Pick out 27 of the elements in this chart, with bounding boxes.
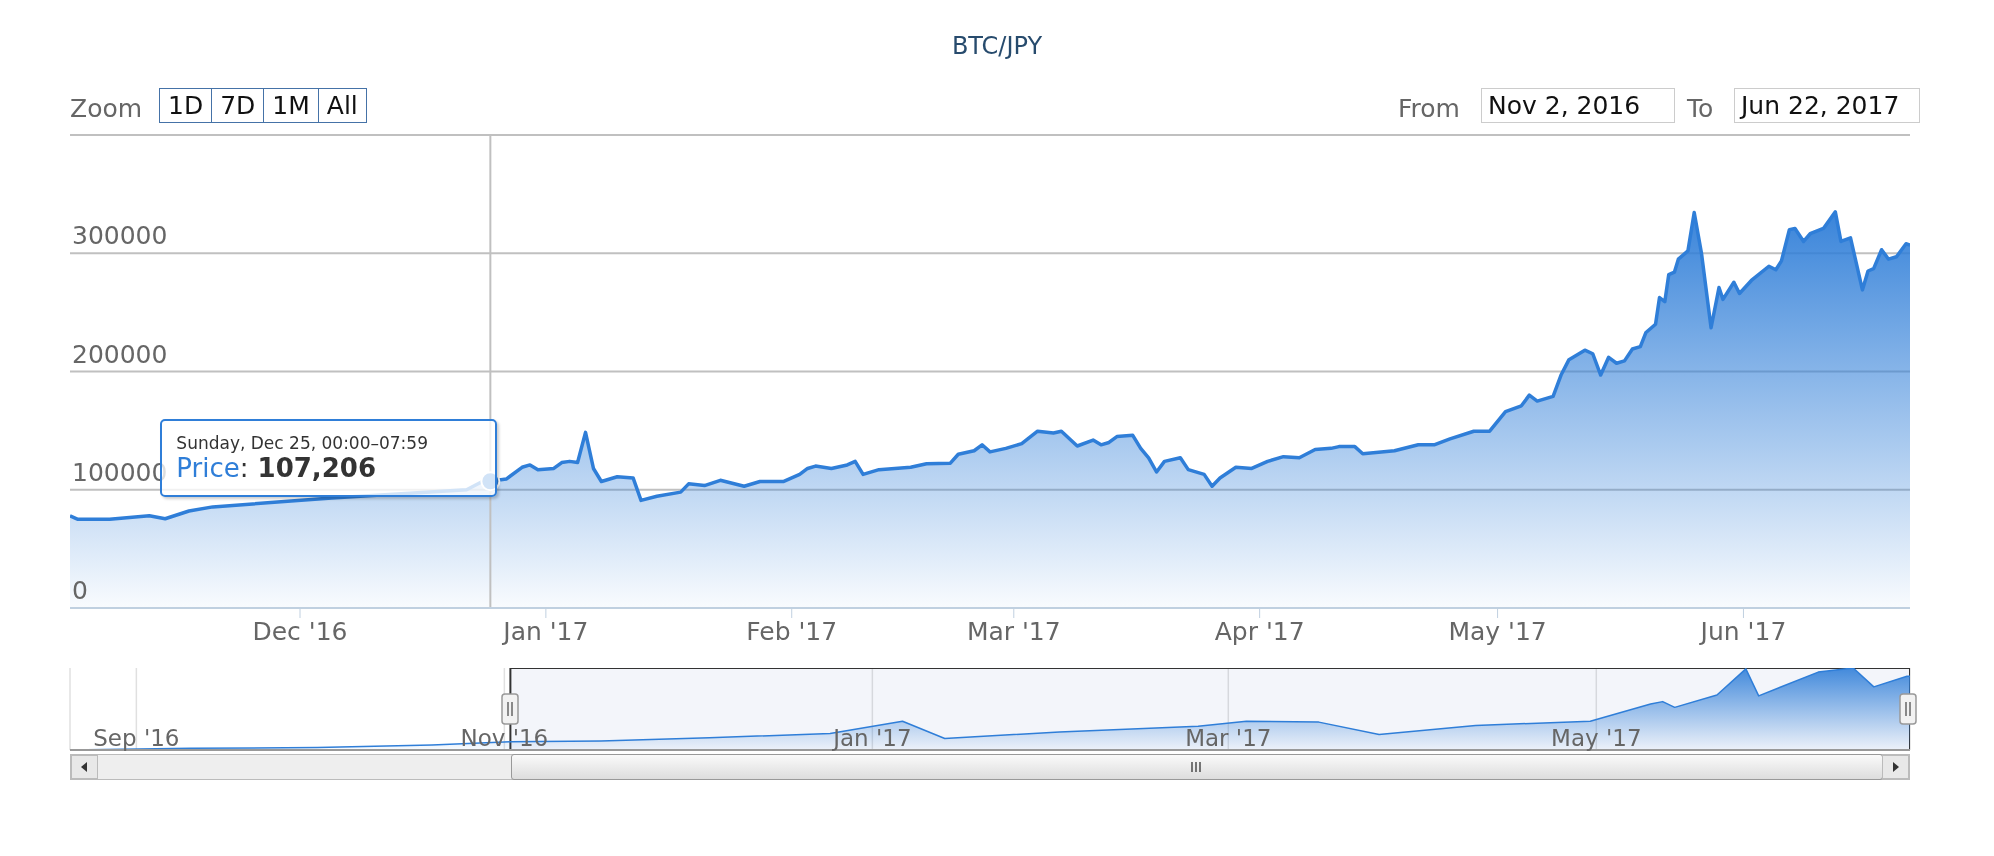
x-tick-label: Jun '17: [1698, 617, 1787, 646]
x-tick-label: May '17: [1551, 725, 1642, 751]
x-tick-label: Dec '16: [252, 617, 348, 646]
x-tick-label: Feb '17: [746, 617, 838, 646]
text: 1M: [263, 89, 318, 122]
annotation: Price: 107,206: [176, 453, 377, 484]
x-tick-label: Mar '17: [1185, 725, 1272, 751]
text: 1D: [167, 90, 205, 122]
text: Nov 2, 2016: [1481, 88, 1675, 123]
text: To: [1687, 94, 1714, 123]
y-tick-label: 300000: [72, 221, 168, 251]
x-tick-label: Jan '17: [501, 617, 589, 646]
chart-title: BTC/JPY: [950, 32, 1044, 60]
annotation: Sunday, Dec 25, 00:00–07:59: [176, 433, 429, 454]
x-tick-label: Mar '17: [966, 617, 1061, 646]
x-tick-label: Sep '16: [93, 725, 180, 751]
text: Jun 22, 2017: [1734, 88, 1920, 123]
text: 7D: [211, 89, 264, 122]
text: Zoom: [70, 94, 143, 123]
x-tick-label: Apr '17: [1214, 617, 1305, 646]
text: From: [1398, 94, 1460, 123]
text: All: [317, 89, 366, 122]
x-tick-label: May '17: [1448, 617, 1547, 646]
tooltip: Sunday, Dec 25, 00:00–07:59 Price: 107,206: [160, 419, 498, 498]
y-tick-label: 200000: [72, 339, 168, 369]
x-tick-label: Jan '17: [831, 725, 912, 751]
y-tick-label: 0: [72, 576, 88, 605]
